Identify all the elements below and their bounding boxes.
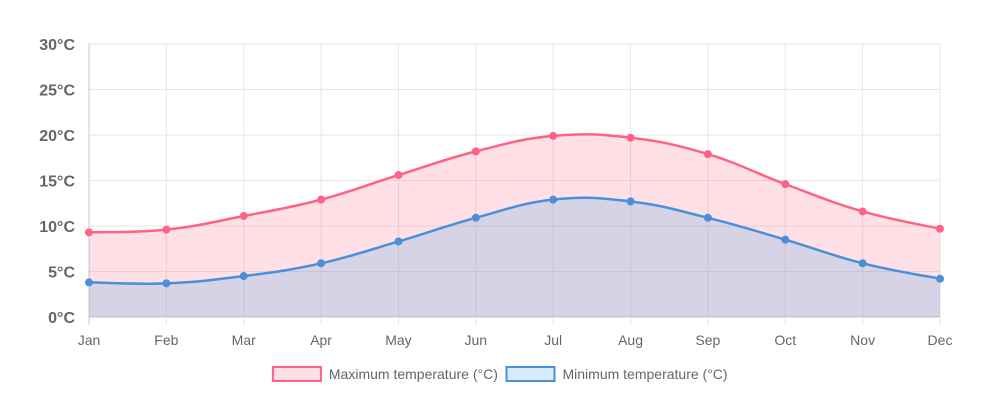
y-tick-label: 10°C bbox=[39, 219, 75, 236]
x-tick-label: Nov bbox=[850, 332, 875, 348]
data-point[interactable] bbox=[781, 235, 790, 244]
data-point[interactable] bbox=[317, 259, 326, 268]
grid-lines bbox=[88, 43, 941, 325]
y-tick-label: 0°C bbox=[48, 310, 75, 327]
x-tick-label: Dec bbox=[928, 332, 953, 348]
legend-swatch bbox=[505, 366, 556, 382]
x-axis-ticks: Jan Feb Mar Apr May Jun Jul Aug Sep Oct Nov Dec bbox=[78, 332, 953, 348]
x-tick-label: May bbox=[385, 332, 411, 348]
data-point[interactable] bbox=[549, 195, 558, 204]
data-point[interactable] bbox=[626, 133, 635, 142]
data-point[interactable] bbox=[85, 278, 93, 287]
y-tick-label: 5°C bbox=[48, 265, 75, 282]
data-point[interactable] bbox=[162, 225, 171, 234]
y-tick-label: 30°C bbox=[39, 37, 75, 54]
data-point[interactable] bbox=[85, 228, 93, 237]
x-tick-label: Oct bbox=[774, 332, 796, 348]
data-point[interactable] bbox=[858, 207, 867, 216]
series-area bbox=[89, 134, 940, 317]
y-tick-label: 20°C bbox=[39, 128, 75, 145]
data-point[interactable] bbox=[936, 224, 944, 233]
data-point[interactable] bbox=[936, 274, 944, 283]
x-tick-label: Sep bbox=[695, 332, 720, 348]
data-point[interactable] bbox=[703, 150, 712, 159]
series-area bbox=[89, 197, 940, 317]
y-tick-label: 15°C bbox=[39, 174, 75, 191]
legend-label: Maximum temperature (°C) bbox=[329, 366, 498, 382]
x-tick-label: Mar bbox=[232, 332, 256, 348]
data-point[interactable] bbox=[781, 180, 790, 189]
data-point[interactable] bbox=[858, 259, 867, 268]
data-point[interactable] bbox=[471, 213, 480, 222]
legend: Maximum temperature (°C) Minimum temperat… bbox=[271, 366, 728, 382]
data-point[interactable] bbox=[394, 171, 403, 180]
data-point[interactable] bbox=[162, 279, 171, 288]
legend-swatch bbox=[271, 366, 322, 382]
y-tick-label: 25°C bbox=[39, 83, 75, 100]
legend-label: Minimum temperature (°C) bbox=[563, 366, 728, 382]
data-point[interactable] bbox=[703, 213, 712, 222]
series-points bbox=[85, 131, 944, 288]
data-point[interactable] bbox=[239, 272, 248, 281]
data-point[interactable] bbox=[471, 147, 480, 156]
x-tick-label: Apr bbox=[310, 332, 332, 348]
x-tick-label: Jul bbox=[544, 332, 562, 348]
data-point[interactable] bbox=[394, 237, 403, 246]
legend-item[interactable]: Maximum temperature (°C) bbox=[271, 366, 498, 382]
x-tick-label: Feb bbox=[154, 332, 178, 348]
series-areas bbox=[89, 134, 940, 317]
series-line bbox=[88, 196, 941, 285]
data-point[interactable] bbox=[239, 211, 248, 220]
y-axis-ticks: 0°C 5°C 10°C 15°C 20°C 25°C 30°C bbox=[39, 37, 75, 327]
x-tick-label: Aug bbox=[618, 332, 643, 348]
x-tick-label: Jan bbox=[78, 332, 101, 348]
data-point[interactable] bbox=[549, 131, 558, 140]
data-point[interactable] bbox=[626, 197, 635, 206]
data-point[interactable] bbox=[317, 195, 326, 204]
x-tick-label: Jun bbox=[465, 332, 488, 348]
legend-item[interactable]: Minimum temperature (°C) bbox=[505, 366, 728, 382]
